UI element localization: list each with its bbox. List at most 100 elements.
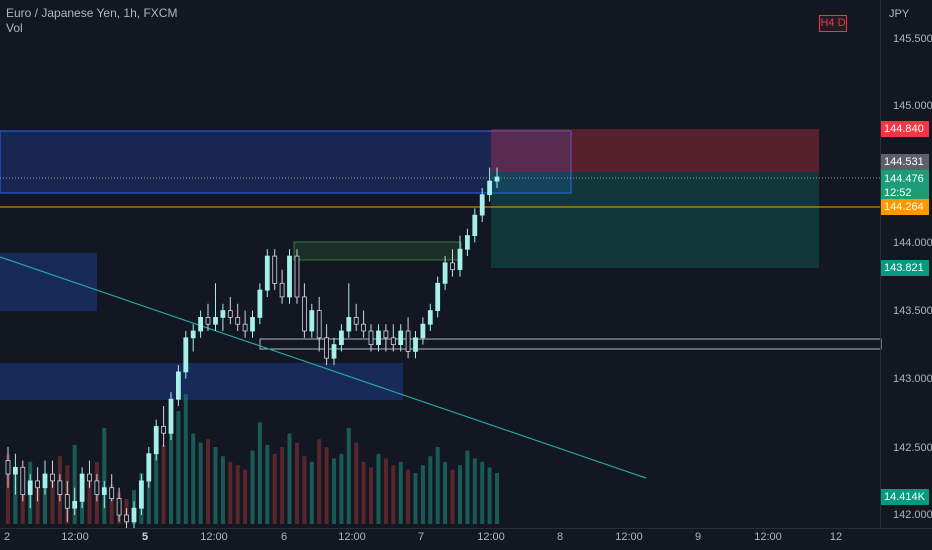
- volume-bar: [72, 444, 77, 524]
- volume-bar: [472, 458, 477, 524]
- candle-body: [175, 371, 181, 400]
- time-axis[interactable]: [0, 528, 932, 550]
- time-label: 12:00: [477, 531, 505, 543]
- candle-body: [420, 323, 426, 339]
- volume-bar: [228, 461, 233, 524]
- volume-bar: [309, 461, 314, 524]
- volume-bar: [243, 469, 248, 524]
- candle-body: [316, 310, 322, 339]
- volume-bar: [235, 465, 240, 524]
- candle-body: [464, 235, 470, 250]
- timeframe-badge[interactable]: H4 D: [819, 15, 847, 32]
- volume-bar: [43, 473, 47, 524]
- volume-bar: [346, 427, 351, 524]
- demand-zone-lower[interactable]: [0, 363, 403, 400]
- candle-body: [220, 310, 226, 318]
- time-label: 2: [3, 531, 11, 543]
- price-tick: 143.000: [893, 373, 932, 385]
- volume-bar: [87, 478, 92, 524]
- volume-bar: [435, 447, 440, 524]
- candle-body: [405, 330, 411, 352]
- symbol-title[interactable]: Euro / Japanese Yen, 1h, FXCM: [6, 6, 178, 20]
- volume-bar: [339, 453, 344, 524]
- volume-value-tag: 14.414K: [881, 489, 929, 505]
- horizontal-line-price-tag: 144.264: [881, 199, 929, 215]
- time-label: 6: [280, 531, 288, 543]
- stop-loss-price-tag: 144.840: [881, 121, 929, 137]
- candle-body: [161, 425, 167, 434]
- candle-body: [479, 194, 485, 216]
- candle-body: [72, 500, 78, 509]
- volume-bar: [13, 469, 18, 524]
- time-label: 8: [556, 531, 564, 543]
- candle-body: [257, 289, 263, 318]
- price-tick: 144.000: [893, 237, 932, 249]
- supply-zone-upper[interactable]: [0, 130, 572, 194]
- volume-bar: [332, 458, 336, 524]
- volume-bar: [450, 469, 455, 524]
- volume-bar: [369, 467, 373, 524]
- volume-bar: [406, 469, 411, 524]
- volume-bar: [257, 422, 262, 524]
- time-label: 12: [829, 531, 843, 543]
- candle-body: [287, 255, 292, 298]
- volume-bar: [495, 473, 499, 524]
- candle-body: [87, 473, 92, 482]
- entry-price-tag: 144.531: [881, 154, 929, 170]
- volume-bar: [465, 450, 470, 524]
- candle-body: [213, 316, 218, 325]
- volume-bar: [458, 465, 462, 524]
- candle-body: [457, 248, 463, 270]
- candle-body: [12, 466, 18, 475]
- candle-body: [57, 480, 63, 495]
- time-label: 7: [417, 531, 425, 543]
- candle-body: [376, 330, 381, 346]
- candle-body: [442, 262, 448, 284]
- take-profit-zone[interactable]: [491, 172, 819, 268]
- candle-body: [124, 514, 129, 523]
- volume-bar: [413, 473, 418, 524]
- current-price-value: 144.476: [884, 173, 924, 185]
- candle-body: [101, 487, 107, 495]
- volume-bar: [169, 424, 173, 524]
- volume-bar: [443, 461, 448, 524]
- candle-body: [79, 473, 85, 502]
- take-profit-price-tag: 143.821: [881, 260, 929, 276]
- time-label: 12:00: [61, 531, 89, 543]
- volume-bar: [420, 465, 425, 524]
- candle-body: [294, 255, 300, 298]
- price-tick: 145.000: [893, 100, 932, 112]
- candle-body: [94, 480, 100, 495]
- volume-bar: [480, 461, 485, 524]
- candle-body: [146, 453, 152, 482]
- candle-body: [64, 494, 70, 509]
- candle-body: [227, 310, 233, 318]
- candle-body: [279, 282, 285, 298]
- price-axis[interactable]: [880, 0, 932, 528]
- candle-body: [183, 337, 189, 373]
- stop-loss-zone[interactable]: [491, 129, 819, 172]
- volume-bar: [35, 481, 40, 524]
- time-label: 5: [141, 531, 149, 543]
- volume-bar: [198, 442, 203, 524]
- candle-body: [272, 255, 278, 284]
- candle-body: [324, 337, 330, 359]
- volume-bar: [295, 442, 299, 524]
- trend-line[interactable]: [0, 256, 647, 479]
- candle-body: [153, 425, 159, 455]
- price-tick: 142.000: [893, 509, 932, 521]
- volume-indicator-label[interactable]: Vol: [6, 21, 23, 35]
- candle-body: [427, 310, 433, 325]
- candle-body: [205, 316, 211, 325]
- candle-body: [116, 498, 122, 516]
- support-rectangle[interactable]: [259, 338, 882, 350]
- volume-bar: [280, 447, 285, 524]
- candle-body: [309, 310, 315, 332]
- time-label: 12:00: [338, 531, 366, 543]
- candle-body: [435, 282, 441, 311]
- volume-bar: [161, 444, 166, 524]
- consolidation-box[interactable]: [293, 241, 462, 261]
- candle-body: [361, 323, 367, 332]
- candle-body: [346, 316, 352, 332]
